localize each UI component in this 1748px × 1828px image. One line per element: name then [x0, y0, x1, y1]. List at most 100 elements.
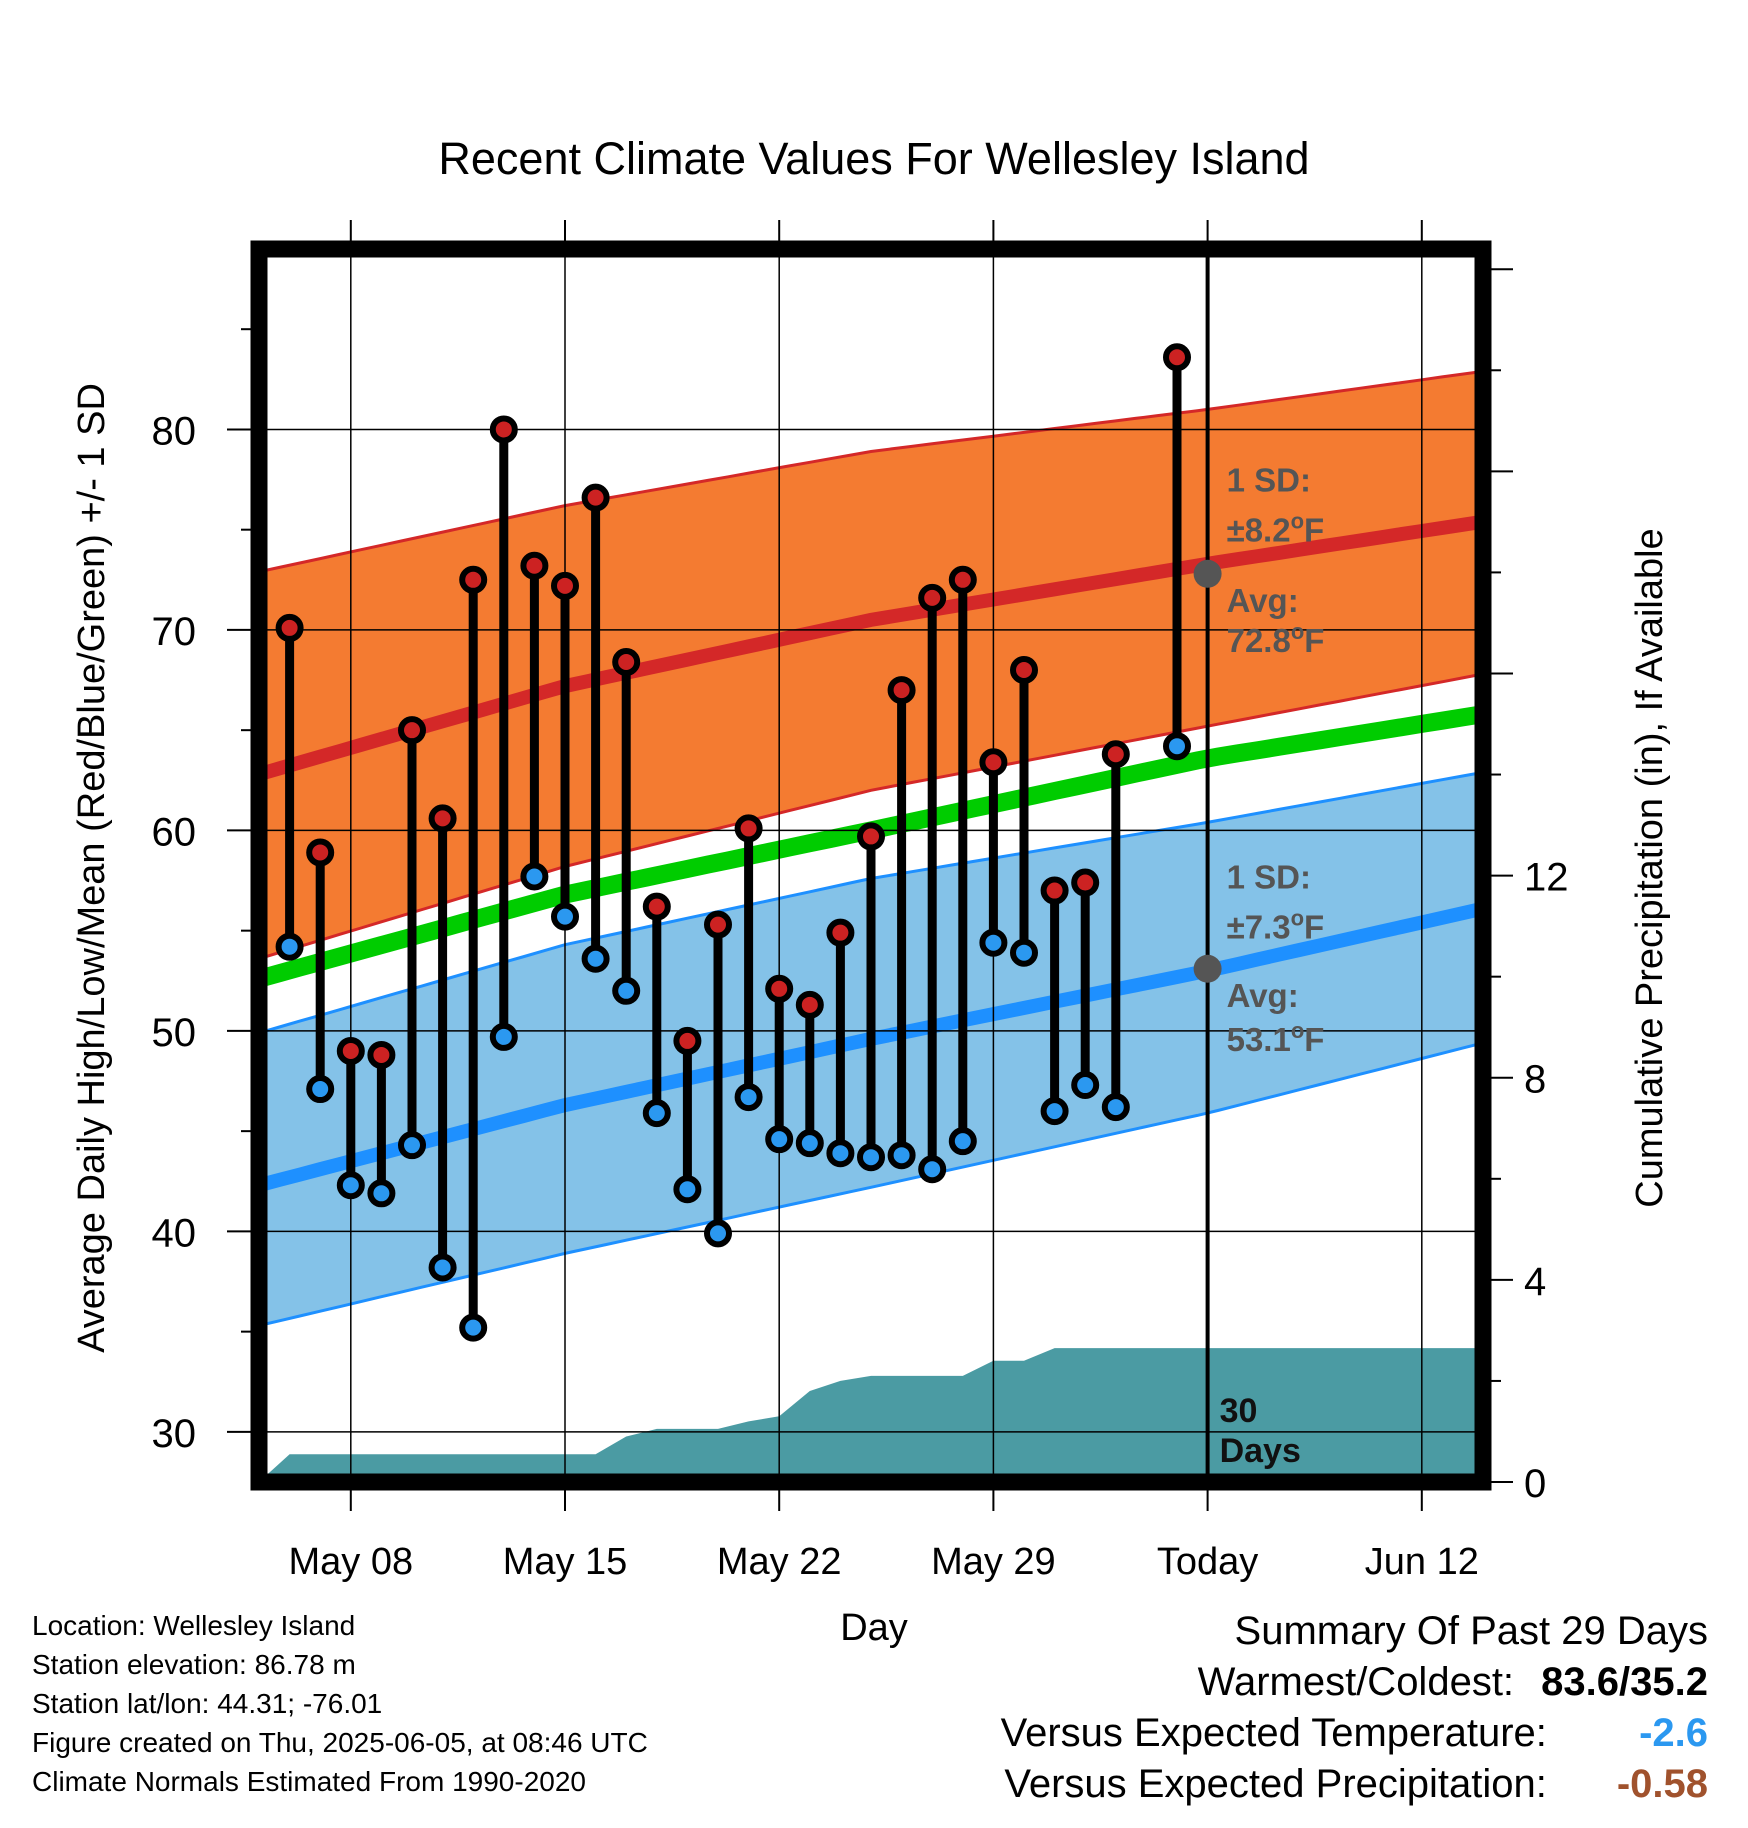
elevation-text: Station elevation: 86.78 m: [32, 1649, 356, 1680]
x-tick-label: Today: [1157, 1541, 1258, 1583]
daily-high-point: [918, 583, 947, 612]
daily-high-point: [336, 1036, 365, 1065]
daily-low-point: [398, 1131, 426, 1160]
daily-high-point: [857, 822, 885, 851]
temp-departure-label: Versus Expected Temperature:: [1000, 1711, 1547, 1755]
low-sd-annotation-line2: ±7.3oF: [1227, 906, 1325, 946]
daily-low-point: [704, 1219, 732, 1248]
daily-low-point: [1163, 732, 1191, 761]
y-left-tick-label: 60: [152, 810, 197, 854]
daily-high-point: [1163, 343, 1191, 372]
daily-low-point: [642, 1099, 671, 1128]
daily-high-point: [887, 676, 916, 705]
daily-low-point: [581, 944, 610, 973]
daily-low-point: [887, 1141, 916, 1170]
x-axis-label: Day: [840, 1607, 908, 1649]
high-avg-annotation-line1: Avg:: [1227, 582, 1299, 619]
precip-departure-label: Versus Expected Precipitation:: [1004, 1762, 1547, 1806]
precip-departure-value: -0.58: [1616, 1762, 1708, 1806]
y-right-tick-label: 0: [1524, 1462, 1546, 1506]
chart-title: Recent Climate Values For Wellesley Isla…: [438, 133, 1309, 184]
high-avg-annotation-line2: 72.8oF: [1227, 619, 1325, 659]
x-tick-label: May 08: [288, 1541, 413, 1583]
low-avg-annotation-line1: Avg:: [1227, 977, 1299, 1014]
daily-low-point: [734, 1083, 763, 1112]
daily-low-point: [612, 976, 641, 1005]
daily-high-point: [826, 918, 855, 947]
location-text: Location: Wellesley Island: [32, 1610, 356, 1641]
created-text: Figure created on Thu, 2025-06-05, at 08…: [32, 1727, 648, 1758]
today-high-avg-marker: [1193, 559, 1222, 588]
daily-low-point: [275, 932, 304, 961]
y-right-tick-label: 12: [1524, 856, 1569, 900]
daily-high-point: [306, 838, 335, 867]
daily-low-point: [520, 862, 549, 891]
x-tick-label: May 22: [717, 1541, 842, 1583]
daily-high-point: [459, 565, 488, 594]
daily-low-point: [1010, 938, 1038, 967]
daily-high-point: [795, 990, 824, 1019]
x-tick-label: May 29: [931, 1541, 1056, 1583]
daily-low-point: [489, 1022, 518, 1051]
daily-high-point: [1010, 656, 1038, 685]
daily-high-point: [520, 551, 549, 580]
normal-high-band-lower-edge: [259, 672, 1483, 961]
warmest-coldest-label: Warmest/Coldest:: [1197, 1660, 1515, 1704]
summary-panel: Summary Of Past 29 Days Warmest/Coldest:…: [1001, 1606, 1708, 1810]
daily-low-point: [918, 1155, 947, 1184]
temp-departure-value: -2.6: [1639, 1711, 1708, 1755]
daily-high-point: [704, 910, 732, 939]
daily-high-point: [398, 716, 426, 745]
warmest-coldest-value: 83.6/35.2: [1541, 1660, 1708, 1704]
station-info: Location: Wellesley Island Station eleva…: [32, 1606, 648, 1801]
normals-text: Climate Normals Estimated From 1990-2020: [32, 1766, 586, 1797]
days-annotation-count: 30: [1220, 1392, 1258, 1430]
y-left-tick-label: 40: [152, 1211, 197, 1255]
daily-high-point: [612, 648, 641, 677]
daily-high-point: [1101, 740, 1130, 769]
normal-low-band-lower-edge: [259, 1041, 1483, 1328]
latlon-text: Station lat/lon: 44.31; -76.01: [32, 1688, 383, 1719]
high-sd-annotation-line1: 1 SD:: [1227, 462, 1311, 499]
daily-low-point: [1101, 1093, 1130, 1122]
daily-low-point: [979, 928, 1008, 957]
precip-departure-row: Versus Expected Precipitation: -0.58: [1001, 1759, 1708, 1810]
daily-low-point: [459, 1313, 488, 1342]
daily-high-point: [581, 483, 610, 512]
daily-high-point: [673, 1026, 702, 1055]
daily-high-point: [428, 804, 457, 833]
y-axis-right-label: Cumulative Precipitation (in), If Availa…: [1629, 528, 1671, 1207]
daily-high-point: [1040, 876, 1069, 905]
daily-low-point: [826, 1139, 855, 1168]
daily-low-point: [795, 1129, 824, 1158]
y-left-tick-label: 80: [152, 409, 197, 453]
daily-low-point: [551, 902, 579, 931]
today-low-avg-marker: [1193, 954, 1222, 983]
y-right-tick-label: 8: [1524, 1058, 1546, 1102]
plot-frame: [250, 240, 1492, 1491]
y-left-tick-label: 70: [152, 610, 197, 654]
y-left-tick-label: 30: [152, 1412, 197, 1456]
summary-title: Summary Of Past 29 Days: [1234, 1609, 1708, 1653]
normal-high-band-upper-edge: [259, 369, 1483, 574]
daily-high-point: [1071, 868, 1100, 897]
daily-high-point: [642, 892, 671, 921]
cumulative-precip-area: [259, 1348, 1483, 1482]
daily-high-point: [367, 1040, 396, 1069]
daily-high-point: [551, 571, 579, 600]
daily-low-point: [336, 1171, 365, 1200]
daily-low-point: [306, 1075, 335, 1104]
daily-low-point: [367, 1179, 396, 1208]
daily-low-point: [765, 1125, 794, 1154]
daily-high-point: [489, 415, 518, 444]
daily-high-point: [765, 974, 794, 1003]
daily-low-point: [1040, 1097, 1069, 1126]
temp-departure-row: Versus Expected Temperature: -2.6: [1001, 1708, 1708, 1759]
x-tick-label: May 15: [503, 1541, 628, 1583]
y-left-tick-label: 50: [152, 1011, 197, 1055]
low-avg-annotation-line2: 53.1oF: [1227, 1018, 1325, 1058]
daily-high-point: [734, 814, 763, 843]
daily-high-point: [948, 565, 977, 594]
